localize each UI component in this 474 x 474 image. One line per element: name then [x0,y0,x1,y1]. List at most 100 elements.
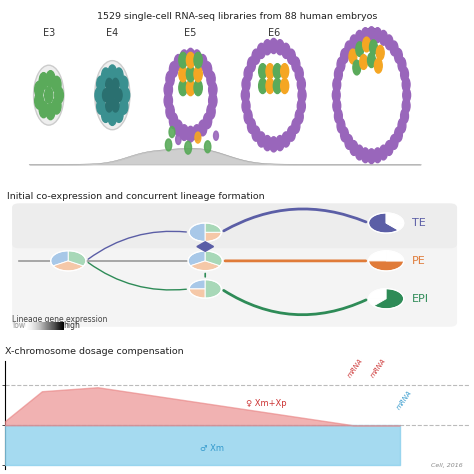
Circle shape [401,67,409,82]
Circle shape [398,118,406,133]
Circle shape [270,38,278,54]
Circle shape [287,49,295,64]
Circle shape [106,99,112,112]
Circle shape [165,139,172,151]
Circle shape [169,62,178,77]
Circle shape [108,65,117,81]
Text: mRNA: mRNA [395,390,413,411]
Circle shape [102,89,109,101]
Circle shape [270,137,278,152]
Circle shape [356,145,364,160]
Wedge shape [205,223,221,232]
Circle shape [402,99,410,113]
Circle shape [180,125,188,140]
Circle shape [97,76,105,92]
Wedge shape [189,289,205,298]
Text: E6: E6 [267,27,280,37]
Circle shape [333,77,341,92]
Circle shape [287,126,295,141]
Ellipse shape [34,65,64,125]
Circle shape [247,118,255,133]
Circle shape [356,42,364,56]
Circle shape [244,109,252,124]
Circle shape [55,87,64,103]
Wedge shape [386,251,404,261]
Text: mRNA: mRNA [370,358,387,379]
Wedge shape [189,280,205,289]
Circle shape [363,37,371,52]
Circle shape [115,68,123,83]
Circle shape [252,49,260,64]
Circle shape [115,107,123,122]
Circle shape [292,57,300,72]
Circle shape [176,134,181,145]
Wedge shape [368,299,386,306]
Circle shape [335,67,342,82]
Circle shape [179,80,187,96]
Circle shape [35,92,44,109]
Circle shape [356,30,364,45]
Wedge shape [53,261,83,271]
Circle shape [257,132,265,147]
Circle shape [297,99,305,114]
Circle shape [166,103,174,119]
Circle shape [345,135,353,149]
Text: 1529 single-cell RNA-seq libraries from 88 human embryos: 1529 single-cell RNA-seq libraries from … [97,12,377,21]
Text: TE: TE [411,218,425,228]
Text: X-chromosome dosage compensation: X-chromosome dosage compensation [5,347,183,356]
Circle shape [295,66,303,82]
Circle shape [164,93,173,109]
Circle shape [185,141,191,154]
Circle shape [186,66,195,82]
Circle shape [203,113,212,128]
Circle shape [403,88,410,102]
Circle shape [266,64,274,79]
Text: ♀ Xm+Xp: ♀ Xm+Xp [246,399,287,408]
Circle shape [179,52,187,68]
Circle shape [333,99,341,113]
Circle shape [353,60,361,75]
Wedge shape [205,251,222,266]
Text: mRNA: mRNA [347,358,364,379]
Circle shape [242,99,250,114]
Text: PE: PE [411,256,425,266]
Circle shape [297,77,305,92]
Circle shape [380,145,387,160]
Circle shape [376,46,384,60]
Circle shape [282,43,290,58]
Circle shape [252,126,260,141]
Circle shape [186,127,195,142]
Circle shape [52,76,61,93]
Circle shape [204,141,211,153]
Circle shape [362,148,369,163]
Circle shape [174,120,182,136]
Circle shape [112,78,119,91]
Circle shape [394,127,402,142]
Circle shape [194,66,202,82]
Wedge shape [205,280,221,298]
Circle shape [109,89,116,101]
Wedge shape [368,261,404,271]
Wedge shape [205,232,221,242]
Circle shape [374,58,382,73]
Wedge shape [188,251,205,266]
Circle shape [264,136,272,151]
Circle shape [337,57,345,72]
Wedge shape [189,223,205,242]
Circle shape [273,78,282,93]
Circle shape [199,120,207,136]
Circle shape [95,87,103,103]
Circle shape [194,52,202,68]
Circle shape [101,68,110,83]
Circle shape [195,132,201,143]
Text: E4: E4 [106,27,118,37]
Text: low: low [12,321,25,330]
Circle shape [247,57,255,72]
Circle shape [264,40,272,55]
Circle shape [385,35,393,50]
Circle shape [199,55,207,70]
Circle shape [266,78,274,93]
Circle shape [398,57,406,72]
Circle shape [367,149,375,164]
Circle shape [341,127,348,142]
